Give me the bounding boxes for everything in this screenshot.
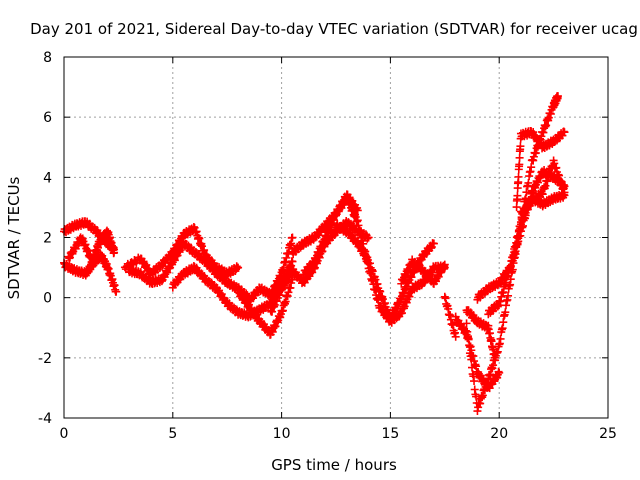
data-point xyxy=(112,287,121,296)
data-point xyxy=(110,248,119,257)
data-point xyxy=(288,257,297,266)
data-point xyxy=(514,172,523,181)
data-point xyxy=(524,178,533,187)
x-axis-label: GPS time / hours xyxy=(271,456,397,474)
data-track-7 xyxy=(244,233,297,305)
data-track-13 xyxy=(440,292,460,341)
x-tick-label: 20 xyxy=(490,426,508,442)
data-points xyxy=(60,92,569,416)
data-point xyxy=(495,368,504,377)
data-point xyxy=(470,377,479,386)
data-point xyxy=(364,233,373,242)
data-point xyxy=(234,263,243,272)
data-point xyxy=(527,163,536,172)
data-track-12 xyxy=(397,255,449,288)
grid-lines xyxy=(64,57,608,418)
x-tick-label: 10 xyxy=(273,426,291,442)
data-point xyxy=(462,319,471,328)
x-tick-label: 25 xyxy=(599,426,617,442)
data-point xyxy=(560,128,569,137)
data-point xyxy=(504,291,513,300)
y-axis-label: SDTVAR / TECUs xyxy=(5,176,23,299)
chart-title: Day 201 of 2021, Sidereal Day-to-day VTE… xyxy=(30,20,638,38)
x-tick-label: 0 xyxy=(60,426,69,442)
data-point xyxy=(429,239,438,248)
data-point xyxy=(513,191,522,200)
data-point xyxy=(440,260,449,269)
data-track-17 xyxy=(473,165,569,304)
data-track-10 xyxy=(299,194,449,327)
data-point xyxy=(516,142,525,151)
axis-ticks: 0 5 10 15 20 25 -4 -2 0 2 4 6 8 xyxy=(38,50,617,442)
data-point xyxy=(553,92,562,101)
data-track-19 xyxy=(512,126,569,212)
x-tick-label: 5 xyxy=(168,426,177,442)
data-point xyxy=(496,334,505,343)
data-point xyxy=(464,334,473,343)
data-point xyxy=(65,254,74,263)
data-point xyxy=(465,341,474,350)
data-point xyxy=(451,332,460,341)
series-sdtvar xyxy=(60,92,569,416)
data-point xyxy=(288,233,297,242)
data-point xyxy=(490,353,499,362)
y-tick-label: -2 xyxy=(38,351,52,367)
x-tick-label: 15 xyxy=(381,426,399,442)
y-tick-label: 2 xyxy=(43,231,52,247)
data-track-16 xyxy=(462,306,499,362)
data-track-6 xyxy=(234,275,297,339)
data-track-2 xyxy=(64,226,119,267)
data-point xyxy=(501,308,510,317)
data-point xyxy=(560,188,569,197)
y-tick-label: 0 xyxy=(43,291,52,307)
y-tick-label: 6 xyxy=(43,110,52,126)
y-tick-label: 8 xyxy=(43,50,52,66)
y-tick-label: 4 xyxy=(43,170,52,186)
data-point xyxy=(467,355,476,364)
y-tick-label: -4 xyxy=(38,411,52,427)
data-point xyxy=(516,220,525,229)
data-point xyxy=(71,244,80,253)
data-track-20 xyxy=(516,156,569,219)
